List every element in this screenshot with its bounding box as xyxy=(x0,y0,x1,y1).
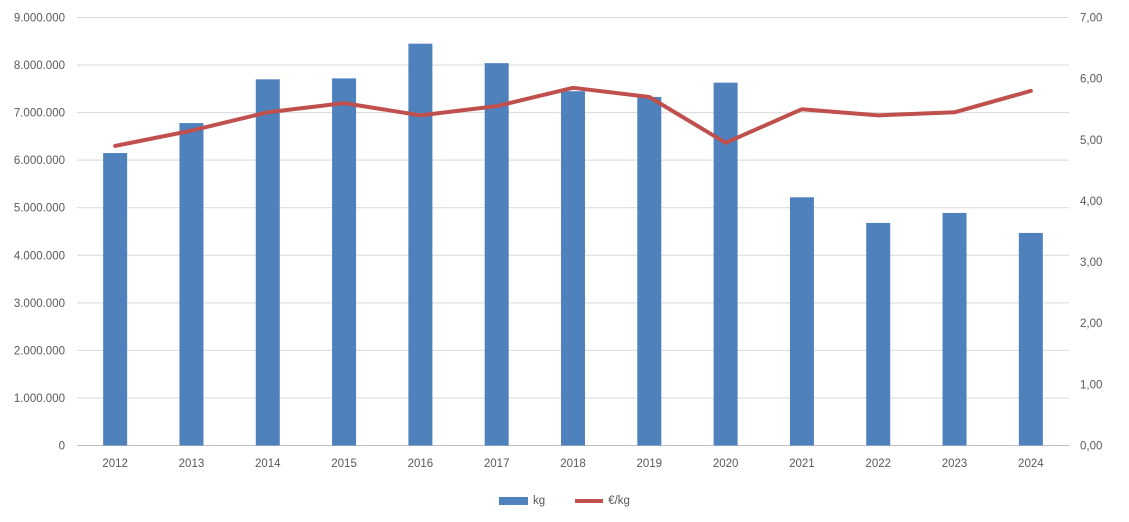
bar-2022 xyxy=(866,222,891,446)
y-axis-right-label: 6,00 xyxy=(1080,74,1102,86)
y-axis-left-label: 0 xyxy=(59,441,65,453)
x-axis-label: 2022 xyxy=(865,458,891,470)
x-axis-label: 2018 xyxy=(560,458,586,470)
y-axis-right-label: 5,00 xyxy=(1080,135,1102,147)
y-axis-right-label: 3,00 xyxy=(1080,257,1102,269)
x-axis-label: 2024 xyxy=(1018,458,1044,470)
bar-2019 xyxy=(637,96,662,446)
x-axis-label: 2015 xyxy=(331,458,357,470)
y-axis-right-label: 7,00 xyxy=(1080,13,1102,25)
legend-item-eur-per-kg: €/kg xyxy=(575,495,630,507)
legend: kg €/kg xyxy=(0,490,1129,512)
x-axis-label: 2013 xyxy=(179,458,205,470)
legend-label-kg: kg xyxy=(533,495,546,507)
x-axis-label: 2019 xyxy=(637,458,663,470)
bar-2021 xyxy=(789,197,814,446)
x-axis-label: 2016 xyxy=(408,458,434,470)
bar-2013 xyxy=(179,123,204,446)
bar-2015 xyxy=(332,78,357,446)
y-axis-left-label: 7.000.000 xyxy=(14,108,65,120)
y-axis-left-label: 1.000.000 xyxy=(14,393,65,405)
price-line xyxy=(113,85,1033,148)
x-axis-label: 2014 xyxy=(255,458,281,470)
legend-item-kg: kg xyxy=(499,495,545,507)
bar-2024 xyxy=(1018,232,1043,446)
kg-series-swatch xyxy=(499,497,529,505)
y-axis-right-label: 1,00 xyxy=(1080,379,1102,391)
bar-2012 xyxy=(103,153,128,446)
y-axis-left-label: 3.000.000 xyxy=(14,298,65,310)
x-axis-label: 2023 xyxy=(942,458,968,470)
y-axis-left-label: 9.000.000 xyxy=(14,13,65,25)
x-axis-label: 2017 xyxy=(484,458,510,470)
y-axis-left-label: 8.000.000 xyxy=(14,60,65,72)
y-axis-right-label: 2,00 xyxy=(1080,318,1102,330)
bar-2016 xyxy=(408,43,433,446)
bar-2017 xyxy=(484,63,509,446)
bar-2018 xyxy=(561,91,585,446)
y-axis-left-label: 4.000.000 xyxy=(14,250,65,262)
eur-per-kg-series-swatch xyxy=(575,499,604,503)
legend-label-eur-per-kg: €/kg xyxy=(608,495,630,507)
y-axis-left-label: 6.000.000 xyxy=(14,155,65,167)
x-axis-label: 2021 xyxy=(789,458,815,470)
x-axis-label: 2012 xyxy=(102,458,128,470)
y-axis-right-label: 4,00 xyxy=(1080,196,1102,208)
y-axis-left-label: 5.000.000 xyxy=(14,203,65,215)
x-axis-label: 2020 xyxy=(713,458,739,470)
bar-2023 xyxy=(942,212,967,446)
y-axis-left-label: 2.000.000 xyxy=(14,345,65,357)
y-axis-right-label: 0,00 xyxy=(1080,441,1102,453)
bar-2014 xyxy=(255,79,280,446)
